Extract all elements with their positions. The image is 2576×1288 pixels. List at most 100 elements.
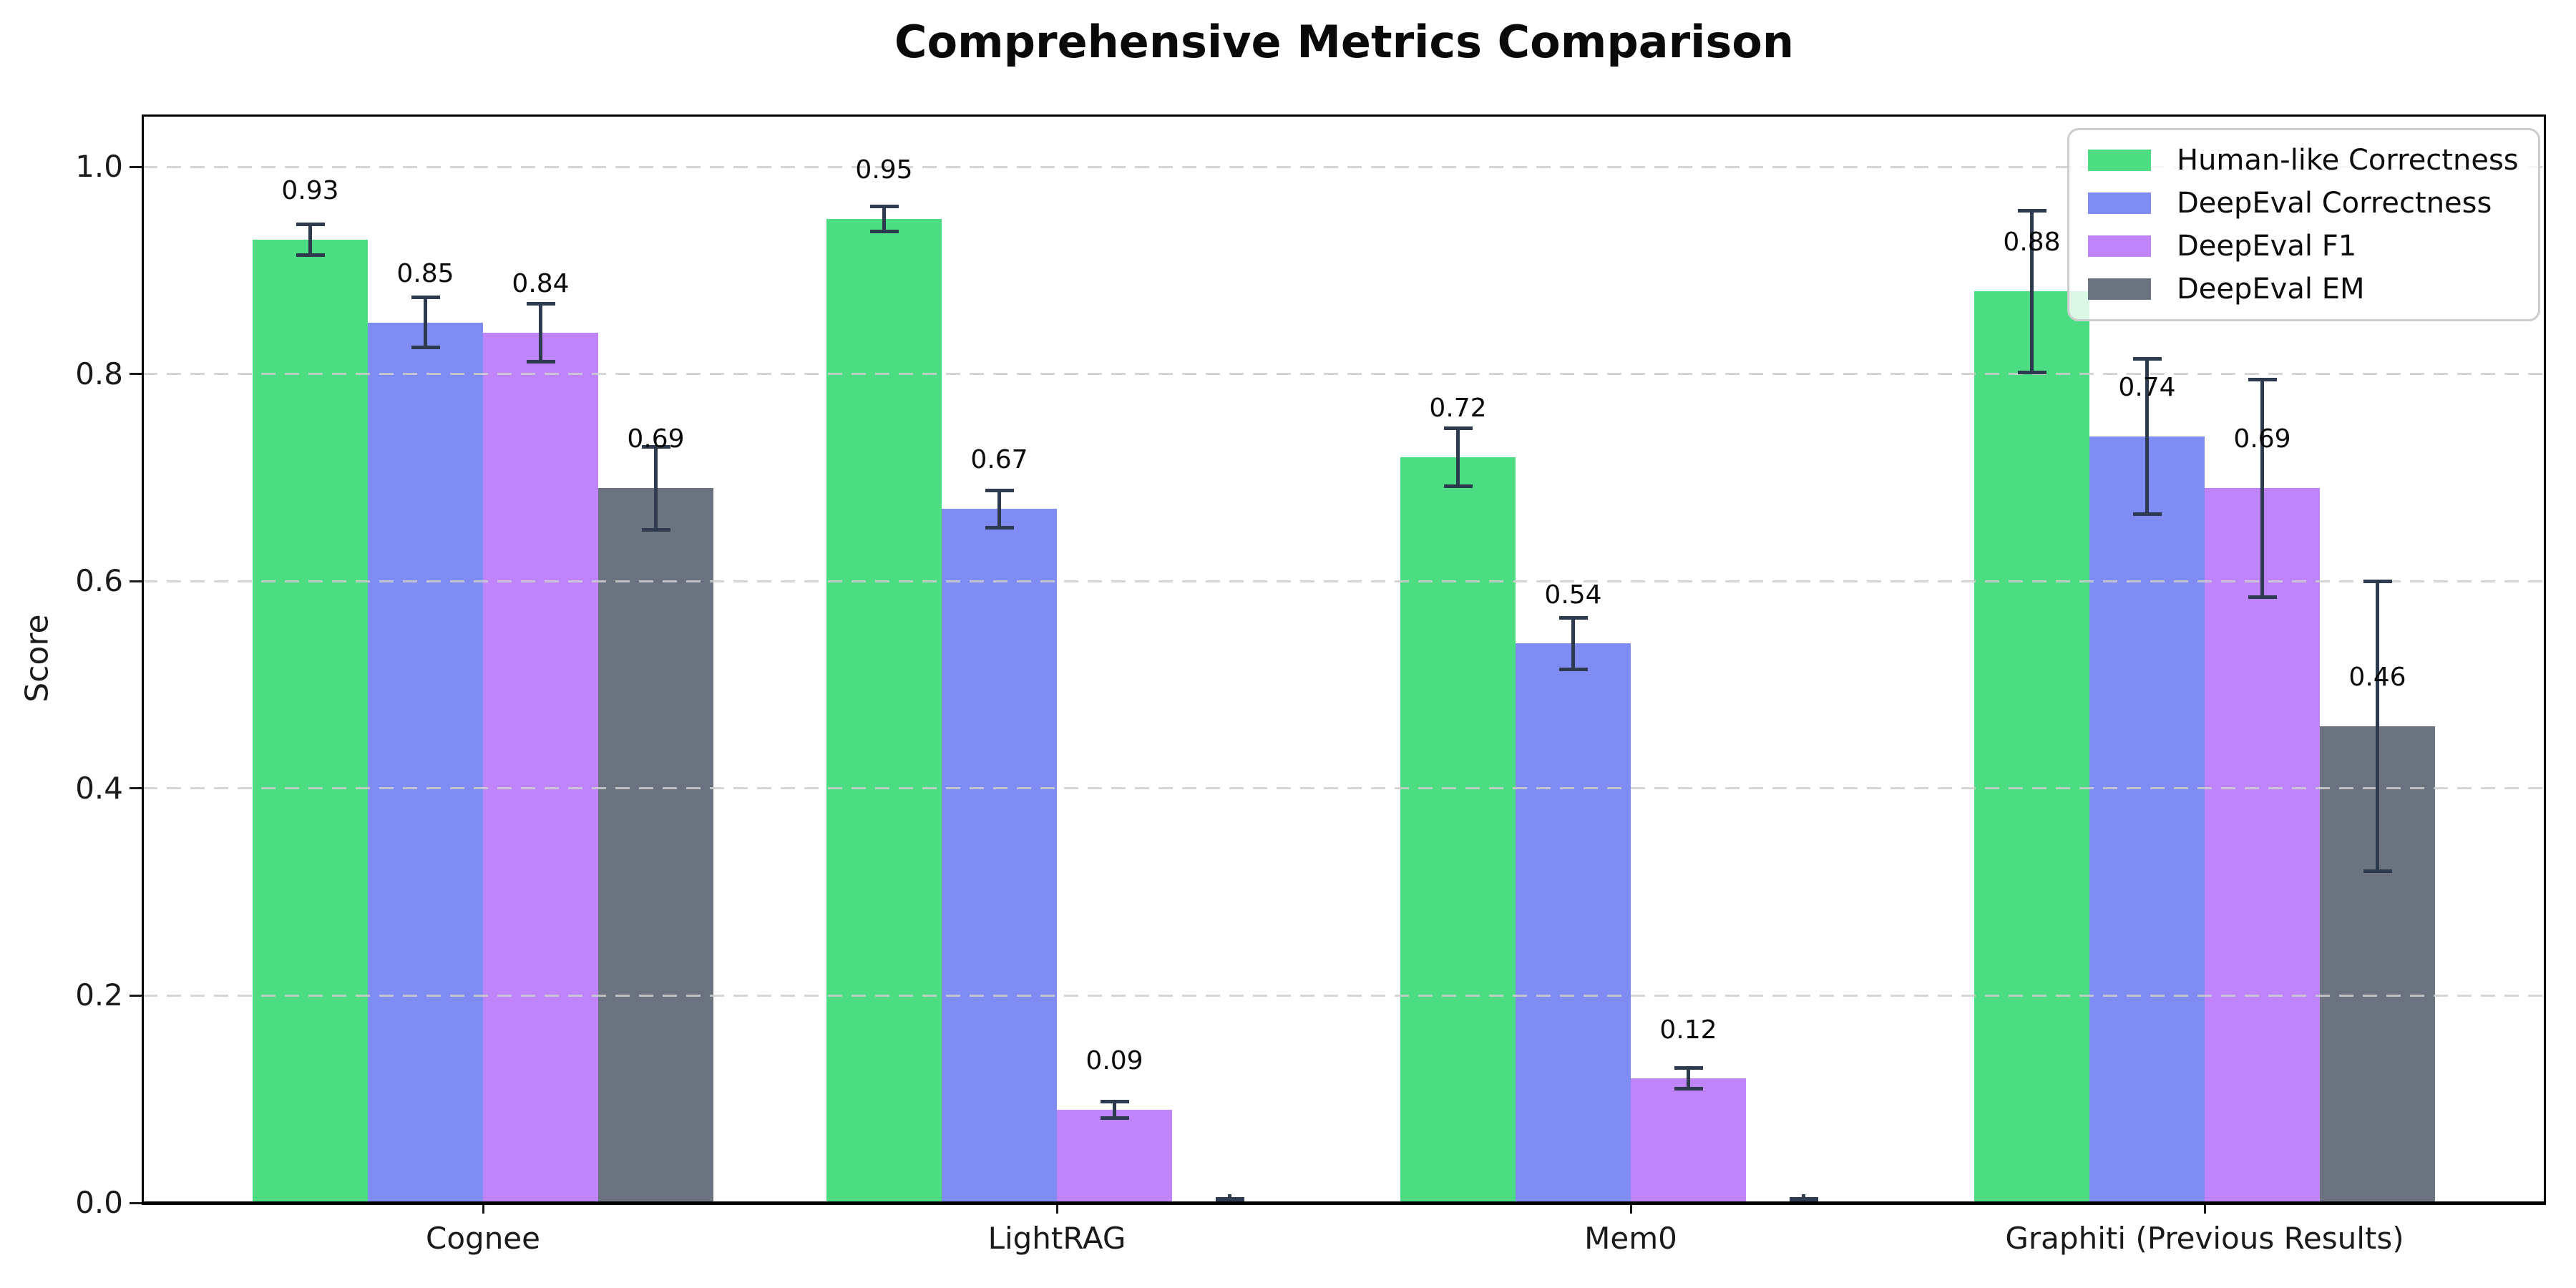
error-bar-cap-top	[2017, 208, 2046, 213]
bar-value-label: 0.84	[512, 269, 570, 299]
error-bar-cap-bottom	[526, 360, 555, 364]
error-bar-cap-bottom	[1443, 484, 1473, 488]
error-bar-cap-top	[869, 204, 899, 208]
bar-value-label: 0.69	[2233, 424, 2291, 454]
bar-value-label: 0.69	[627, 424, 685, 454]
x-tick-label-lightrag: LightRAG	[987, 1221, 1126, 1256]
x-tick-mark	[2203, 1203, 2206, 1214]
gridline-0.8	[143, 373, 2545, 376]
error-bar-cap-top	[1674, 1066, 1703, 1070]
error-bar-cap-top	[1215, 1196, 1244, 1201]
x-tick-mark	[1629, 1203, 1632, 1214]
error-bar-cap-top	[526, 301, 555, 306]
error-bar-cap-bottom	[411, 345, 440, 349]
error-bar-cap-bottom	[1100, 1116, 1129, 1120]
bar-deepeval-correctness-graphiti-previous-results	[2089, 436, 2205, 1203]
bottom-spine	[142, 1201, 2546, 1205]
top-spine	[142, 114, 2546, 117]
error-bar-cap-bottom	[641, 527, 670, 532]
bar-value-label: 0.46	[2348, 663, 2406, 693]
error-bar-line	[997, 490, 1001, 528]
bar-deepeval-correctness-mem0	[1516, 643, 1631, 1203]
error-bar-cap-top	[985, 488, 1014, 492]
error-bar-cap-top	[411, 296, 440, 300]
error-bar-cap-bottom	[869, 229, 899, 233]
bar-deepeval-correctness-lightrag	[942, 509, 1057, 1203]
gridline-0.6	[143, 580, 2545, 582]
legend-item: Human-like Correctness	[2088, 139, 2519, 182]
x-tick-mark	[482, 1203, 484, 1214]
error-bar-line	[654, 447, 658, 530]
x-tick-label-cognee: Cognee	[426, 1221, 540, 1256]
legend-swatch-deepeval-f1	[2088, 235, 2151, 257]
error-bar-cap-top	[296, 222, 325, 226]
error-bar-line	[1687, 1068, 1690, 1089]
y-tick-label: 0.8	[75, 356, 123, 391]
error-bar-cap-bottom	[2132, 512, 2162, 516]
legend-swatch-deepeval-correctness	[2088, 192, 2151, 214]
bar-deepeval-f1-cognee	[483, 333, 598, 1203]
bar-value-label: 0.74	[2118, 373, 2176, 402]
bar-value-label: 0.09	[1085, 1045, 1143, 1075]
plot-area: 0.93 0.95 0.72 0.88 0.85 0.67 0.54 0.74 0.84 0.09…	[143, 115, 2545, 1204]
legend-label: DeepEval Correctness	[2177, 187, 2492, 220]
error-bar-line	[539, 303, 542, 362]
y-tick-mark	[130, 787, 143, 790]
error-bar-cap-top	[2248, 377, 2277, 381]
bar-value-label: 0.95	[855, 155, 913, 185]
y-tick-label: 0.0	[75, 1185, 123, 1220]
y-tick-mark	[130, 373, 143, 376]
bar-deepeval-f1-lightrag	[1057, 1109, 1172, 1203]
bar-value-label: 0.54	[1544, 580, 1602, 610]
legend-swatch-human-like-correctness	[2088, 150, 2151, 171]
bar-value-label: 0.72	[1429, 393, 1487, 423]
bar-deepeval-f1-mem0	[1631, 1078, 1746, 1203]
error-bar-line	[1456, 428, 1460, 487]
bar-human-like-correctness-lightrag	[826, 218, 942, 1203]
bar-human-like-correctness-graphiti-previous-results	[1974, 291, 2089, 1203]
legend-item: DeepEval F1	[2088, 225, 2519, 268]
y-tick-mark	[130, 580, 143, 582]
error-bar-cap-top	[1443, 426, 1473, 430]
error-bar-cap-top	[1100, 1099, 1129, 1103]
y-tick-mark	[130, 1201, 143, 1204]
y-tick-mark	[130, 165, 143, 168]
bar-value-label: 0.85	[396, 258, 454, 288]
error-bar-cap-top	[2132, 356, 2162, 361]
bar-value-label: 0.67	[970, 445, 1028, 475]
y-tick-label: 1.0	[75, 149, 123, 185]
error-bar-cap-top	[641, 444, 670, 449]
error-bar-line	[2145, 358, 2149, 514]
y-tick-label: 0.2	[75, 977, 123, 1013]
bar-human-like-correctness-cognee	[253, 239, 368, 1203]
error-bar-line	[424, 297, 427, 348]
bar-value-label: 0.88	[2003, 228, 2061, 258]
chart-title: Comprehensive Metrics Comparison	[894, 16, 1795, 68]
legend-item: DeepEval Correctness	[2088, 182, 2519, 225]
error-bar-cap-bottom	[1558, 667, 1588, 671]
gridline-0.4	[143, 787, 2545, 790]
bar-human-like-correctness-mem0	[1400, 457, 1516, 1203]
error-bar-cap-bottom	[2363, 869, 2392, 874]
legend-swatch-deepeval-em	[2088, 278, 2151, 300]
right-spine	[2544, 114, 2546, 1205]
error-bar-line	[1571, 618, 1575, 670]
gridline-0.2	[143, 994, 2545, 997]
y-axis-label: Score	[19, 614, 56, 703]
y-tick-label: 0.6	[75, 563, 123, 599]
error-bar-cap-bottom	[1674, 1087, 1703, 1091]
error-bar-line	[882, 206, 886, 232]
legend-label: Human-like Correctness	[2177, 144, 2519, 177]
error-bar-cap-bottom	[2248, 595, 2277, 599]
error-bar-line	[2030, 210, 2034, 373]
y-tick-mark	[130, 994, 143, 997]
bar-deepeval-em-cognee	[598, 488, 713, 1203]
legend-label: DeepEval F1	[2177, 230, 2357, 263]
legend-label: DeepEval EM	[2177, 273, 2365, 306]
legend: Human-like Correctness DeepEval Correctne…	[2067, 128, 2540, 321]
x-tick-label-mem0: Mem0	[1584, 1221, 1677, 1256]
bar-value-label: 0.12	[1659, 1015, 1717, 1045]
error-bar-line	[1113, 1101, 1116, 1118]
error-bar-line	[308, 224, 312, 255]
